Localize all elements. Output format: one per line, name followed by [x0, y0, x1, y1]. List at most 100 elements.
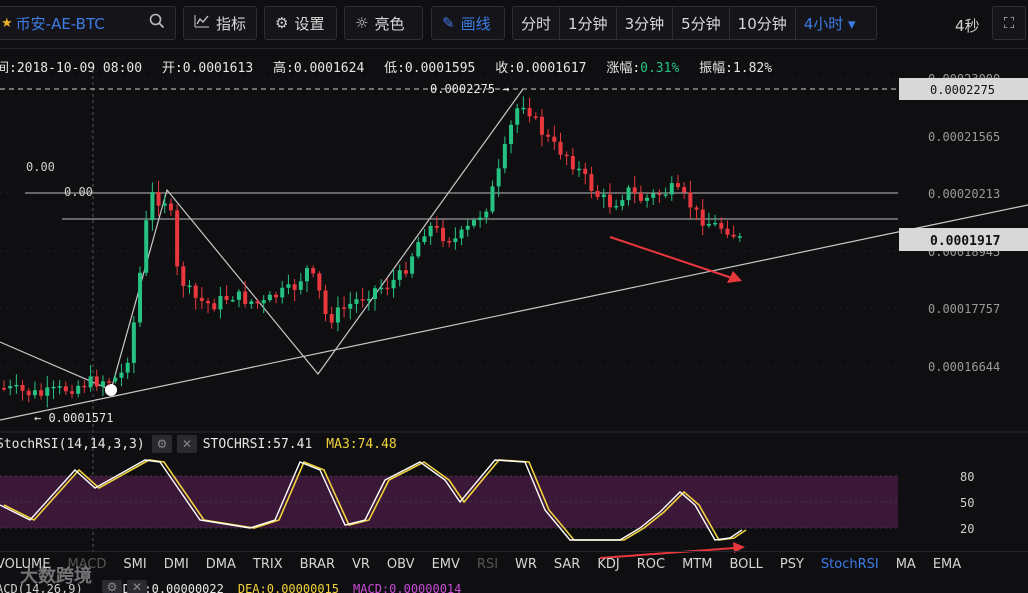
candle-down[interactable] — [342, 307, 347, 309]
indicator-tab-kdj[interactable]: KDJ — [597, 557, 620, 572]
candle-down[interactable] — [682, 187, 687, 193]
candle-down[interactable] — [243, 291, 248, 305]
candle-down[interactable] — [533, 116, 538, 118]
candle-up[interactable] — [45, 387, 50, 396]
search-icon[interactable] — [149, 13, 165, 33]
candle-up[interactable] — [645, 197, 650, 201]
candle-down[interactable] — [70, 391, 75, 394]
candle-down[interactable] — [329, 314, 334, 323]
candle-down[interactable] — [719, 222, 724, 229]
candle-up[interactable] — [601, 194, 606, 197]
candle-up[interactable] — [663, 194, 668, 196]
candle-up[interactable] — [366, 298, 371, 301]
candle-down[interactable] — [607, 194, 612, 208]
indicator-tab-dmi[interactable]: DMI — [163, 557, 189, 572]
draw-button[interactable]: ✎ 画线 — [431, 6, 505, 40]
candle-up[interactable] — [459, 229, 464, 239]
candle-up[interactable] — [335, 307, 340, 323]
candle-up[interactable] — [230, 299, 235, 302]
candle-down[interactable] — [632, 187, 637, 193]
candle-down[interactable] — [675, 183, 680, 188]
indicator-tab-ma[interactable]: MA — [895, 557, 916, 572]
candle-up[interactable] — [138, 272, 143, 323]
candle-up[interactable] — [249, 301, 254, 305]
period-tab[interactable]: 分时 — [513, 7, 561, 39]
close-icon[interactable]: ✕ — [127, 580, 147, 593]
settings-button[interactable]: ⚙ 设置 — [264, 6, 337, 40]
candle-down[interactable] — [175, 210, 180, 267]
candle-up[interactable] — [515, 108, 520, 125]
candle-up[interactable] — [119, 372, 124, 378]
indicator-tab-rsi[interactable]: RSI — [476, 557, 499, 572]
candle-up[interactable] — [57, 386, 62, 388]
candle-down[interactable] — [181, 266, 186, 286]
candle-down[interactable] — [20, 384, 25, 391]
indicator-tab-macd[interactable]: MACD — [67, 557, 107, 572]
candle-down[interactable] — [589, 174, 594, 191]
candle-up[interactable] — [416, 242, 421, 257]
refresh-interval[interactable]: 4秒 — [955, 17, 980, 35]
candle-down[interactable] — [292, 284, 297, 290]
candle-down[interactable] — [317, 273, 322, 291]
candle-down[interactable] — [206, 301, 211, 304]
candle-up[interactable] — [577, 168, 582, 171]
candle-up[interactable] — [737, 236, 742, 238]
indicator-tab-ema[interactable]: EMA — [932, 557, 962, 572]
candle-down[interactable] — [2, 388, 6, 390]
symbol-selector[interactable]: ★ 币安-AE-BTC — [0, 6, 176, 40]
candle-up[interactable] — [131, 322, 136, 363]
candle-up[interactable] — [8, 386, 13, 389]
indicator-tab-trix[interactable]: TRIX — [252, 557, 283, 572]
gear-icon[interactable]: ⚙ — [152, 435, 172, 453]
candle-down[interactable] — [63, 386, 68, 392]
indicator-tab-smi[interactable]: SMI — [123, 557, 147, 572]
candle-down[interactable] — [539, 116, 544, 135]
indicator-tab-psy[interactable]: PSY — [779, 557, 804, 572]
candle-up[interactable] — [88, 376, 93, 388]
candle-up[interactable] — [76, 385, 81, 394]
candle-up[interactable] — [150, 192, 155, 221]
candle-down[interactable] — [595, 190, 600, 197]
candle-up[interactable] — [261, 300, 266, 304]
period-tab-active[interactable]: 4小时 ▾ — [803, 14, 856, 33]
candle-up[interactable] — [620, 200, 625, 206]
candle-down[interactable] — [434, 225, 439, 228]
candle-up[interactable] — [397, 270, 402, 280]
candle-up[interactable] — [100, 381, 105, 387]
period-tab[interactable]: 10分钟 — [730, 7, 796, 39]
candle-up[interactable] — [354, 299, 359, 304]
candle-down[interactable] — [385, 287, 390, 290]
candle-down[interactable] — [725, 228, 730, 235]
candle-down[interactable] — [94, 376, 99, 387]
anchor-point[interactable] — [105, 384, 117, 396]
candle-up[interactable] — [490, 186, 495, 212]
indicator-tab-wr[interactable]: WR — [515, 557, 537, 572]
indicator-tab-obv[interactable]: OBV — [386, 557, 415, 572]
indicator-tab-volume[interactable]: VOLUME — [0, 557, 51, 572]
candle-down[interactable] — [212, 303, 217, 310]
candle-up[interactable] — [428, 225, 433, 237]
candle-up[interactable] — [298, 281, 303, 290]
candle-down[interactable] — [39, 390, 44, 396]
candle-up[interactable] — [496, 168, 501, 187]
period-tab[interactable]: 1分钟 — [560, 7, 617, 39]
candle-up[interactable] — [478, 217, 483, 221]
candle-down[interactable] — [107, 381, 112, 383]
candle-down[interactable] — [274, 294, 279, 298]
candle-up[interactable] — [286, 284, 291, 288]
indicator-tab-sar[interactable]: SAR — [553, 557, 581, 572]
candle-down[interactable] — [731, 234, 736, 237]
candle-down[interactable] — [546, 134, 551, 137]
period-tab[interactable]: 5分钟 — [673, 7, 730, 39]
candle-up[interactable] — [502, 144, 507, 169]
period-tab[interactable]: 3分钟 — [617, 7, 674, 39]
candle-down[interactable] — [552, 136, 557, 142]
candle-up[interactable] — [144, 220, 149, 273]
candle-up[interactable] — [484, 211, 489, 218]
candle-up[interactable] — [373, 288, 377, 299]
candle-up[interactable] — [465, 225, 470, 230]
candle-up[interactable] — [32, 390, 37, 396]
candle-up[interactable] — [125, 362, 130, 373]
candle-down[interactable] — [360, 299, 365, 301]
